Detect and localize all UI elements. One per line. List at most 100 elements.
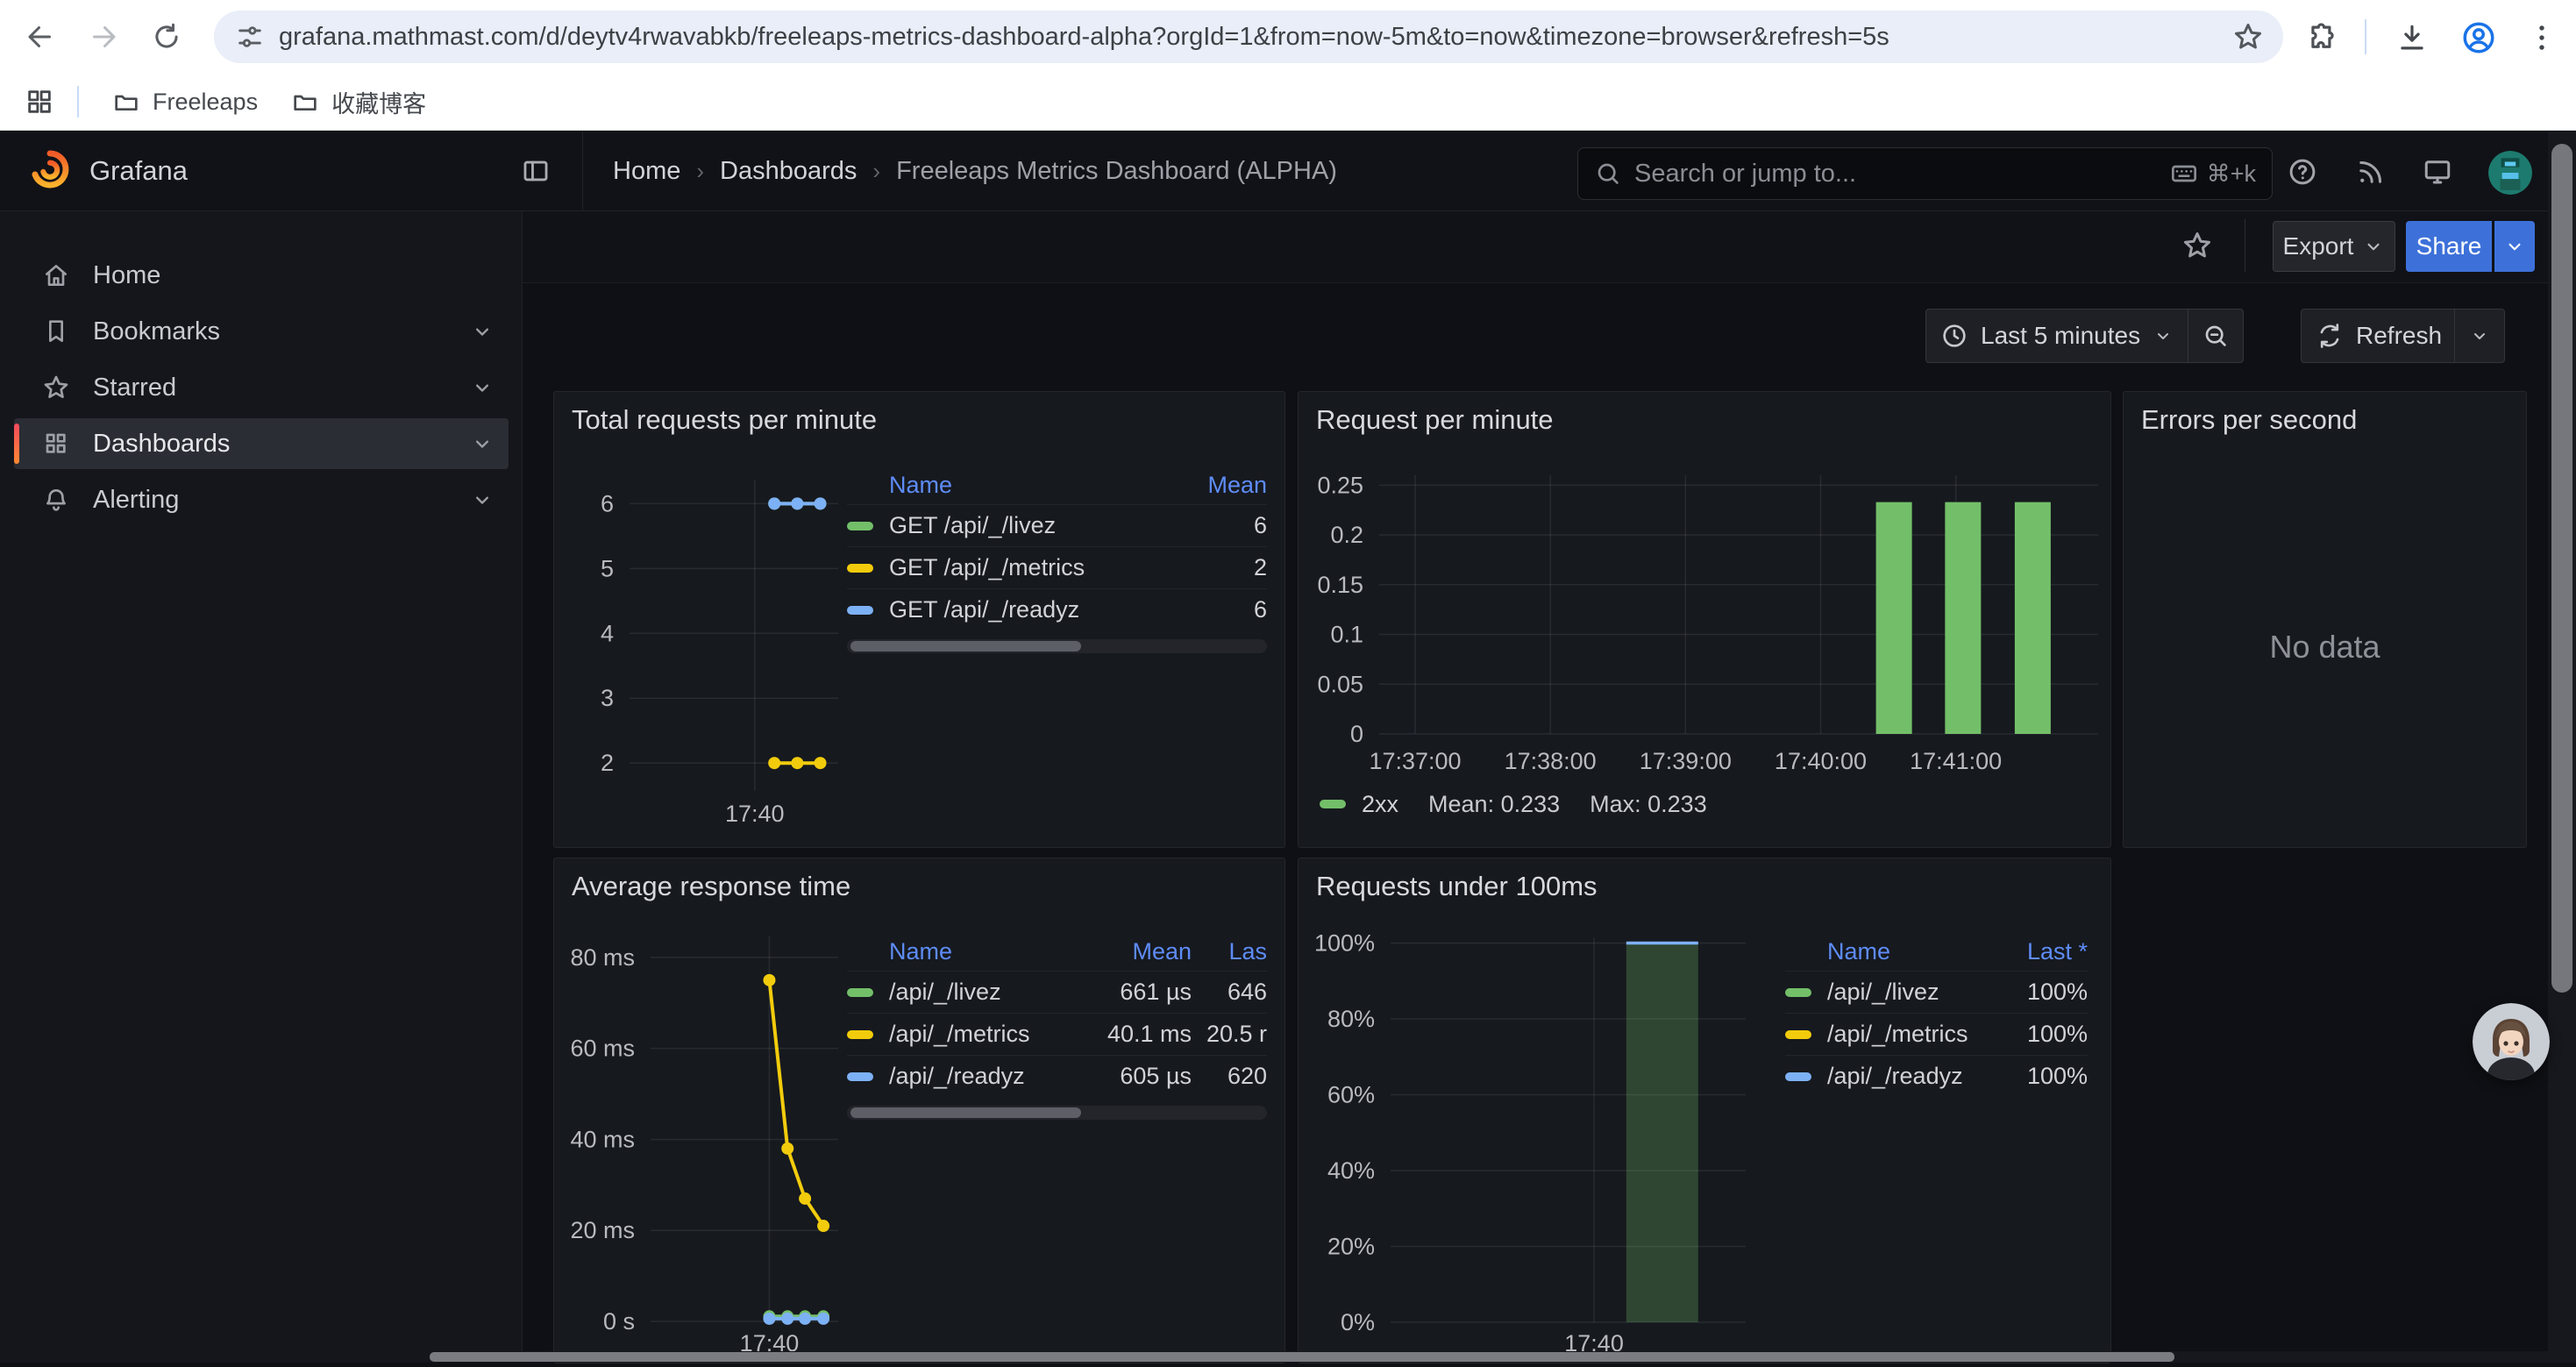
reload-button[interactable] [151, 21, 182, 53]
svg-text:17:41:00: 17:41:00 [1910, 748, 2002, 774]
series-value: 661 µs [1076, 979, 1192, 1006]
series-color-pill [1785, 1030, 1811, 1039]
legend-row[interactable]: /api/_/metrics100% [1785, 1013, 2088, 1055]
rss-icon [2355, 156, 2387, 188]
series-value: 6 [1199, 596, 1267, 623]
svg-text:17:40:00: 17:40:00 [1775, 748, 1867, 774]
series-value: 620 [1192, 1063, 1267, 1090]
breadcrumb-current: Freeleaps Metrics Dashboard (ALPHA) [896, 157, 1337, 186]
site-info-icon [235, 22, 265, 52]
bookmark-page-button[interactable] [2232, 21, 2264, 53]
url-text: grafana.mathmast.com/d/deytv4rwavabkb/fr… [279, 23, 2232, 52]
sidebar-item-bookmarks[interactable]: Bookmarks [14, 306, 509, 357]
legend-column-name[interactable]: Name [889, 472, 1199, 499]
sidebar-item-label: Starred [93, 374, 470, 402]
monitor-icon [2422, 156, 2453, 188]
legend-scrollbar[interactable] [847, 639, 1267, 653]
chevron-down-icon [2362, 235, 2385, 258]
breadcrumb-home[interactable]: Home [613, 157, 680, 186]
downloads-button[interactable] [2395, 21, 2429, 54]
legend-row[interactable]: /api/_/readyz605 µs620 [847, 1055, 1267, 1097]
legend-row[interactable]: /api/_/livez661 µs646 [847, 971, 1267, 1013]
vertical-scrollbar-thumb[interactable] [2551, 144, 2572, 993]
legend-row[interactable]: GET /api/_/readyz6 [847, 588, 1267, 630]
legend-row[interactable]: /api/_/readyz100% [1785, 1055, 2088, 1097]
folder-icon [291, 88, 319, 116]
legend-column-mean[interactable]: Mean [1199, 472, 1267, 499]
bookmark-folder-blogs[interactable]: 收藏博客 [291, 85, 426, 119]
sidebar-item-alerting[interactable]: Alerting [14, 474, 509, 525]
share-button[interactable]: Share [2406, 221, 2492, 272]
panel-errors-per-second[interactable]: Errors per second No data [2123, 391, 2527, 848]
zoom-out-button[interactable] [2188, 322, 2243, 350]
sidebar-item-dashboards[interactable]: Dashboards [14, 418, 509, 469]
legend-row[interactable]: /api/_/livez100% [1785, 971, 2088, 1013]
share-menu-button[interactable] [2494, 221, 2535, 272]
chart-svg: 0.250.20.150.10.05017:37:0017:38:0017:39… [1299, 392, 2110, 847]
search-placeholder: Search or jump to... [1634, 160, 2170, 189]
bookmark-folder-freeleaps[interactable]: Freeleaps [112, 88, 258, 116]
legend-column-last-[interactable]: Last * [1989, 938, 2088, 965]
legend-column-name[interactable]: Name [1827, 938, 1989, 965]
news-button[interactable] [2355, 156, 2387, 188]
panel-average-response-time[interactable]: Average response time 80 ms60 ms40 ms20 … [553, 858, 1285, 1363]
back-button[interactable] [25, 21, 56, 53]
legend-column-name[interactable]: Name [889, 938, 1076, 965]
bookmark-icon [42, 317, 70, 345]
display-button[interactable] [2422, 156, 2453, 188]
legend-scrollbar-thumb[interactable] [850, 641, 1081, 651]
legend-column-mean[interactable]: Mean [1076, 938, 1192, 965]
legend-scrollbar-thumb[interactable] [850, 1107, 1081, 1118]
address-bar[interactable]: grafana.mathmast.com/d/deytv4rwavabkb/fr… [214, 11, 2283, 63]
chevron-down-icon [470, 431, 495, 456]
forward-button[interactable] [88, 21, 119, 53]
legend-row[interactable]: GET /api/_/metrics2 [847, 546, 1267, 588]
favorite-dashboard-button[interactable] [2181, 230, 2213, 261]
series-color-pill [1785, 1072, 1811, 1081]
user-avatar[interactable] [2488, 151, 2532, 195]
refresh-icon [2316, 322, 2344, 350]
series-value: 40.1 ms [1076, 1021, 1192, 1048]
export-button[interactable]: Export [2273, 221, 2395, 272]
legend-average-response-time: NameMeanLas/api/_/livez661 µs646/api/_/m… [847, 932, 1267, 1120]
star-icon [2181, 230, 2213, 261]
legend-row[interactable]: GET /api/_/livez6 [847, 504, 1267, 546]
floating-assistant-avatar[interactable] [2473, 1003, 2550, 1080]
horizontal-scrollbar-thumb[interactable] [430, 1352, 2174, 1362]
svg-text:3: 3 [601, 685, 614, 711]
clock-icon [1940, 322, 1968, 350]
svg-text:0: 0 [1350, 721, 1363, 747]
series-name[interactable]: 2xx [1362, 791, 1398, 818]
help-button[interactable] [2287, 156, 2318, 188]
site-info-button[interactable] [235, 22, 265, 52]
legend-row[interactable]: /api/_/metrics40.1 ms20.5 r [847, 1013, 1267, 1055]
series-value: 100% [1989, 1021, 2088, 1048]
sidebar-item-starred[interactable]: Starred [14, 362, 509, 413]
refresh-button[interactable]: Refresh [2302, 322, 2454, 350]
profile-button[interactable] [2460, 19, 2497, 56]
breadcrumb-separator: › [872, 158, 880, 185]
breadcrumb-dashboards[interactable]: Dashboards [720, 157, 857, 186]
panel-total-requests[interactable]: Total requests per minute 6543217:40 Nam… [553, 391, 1285, 848]
panel-request-per-minute[interactable]: Request per minute 0.250.20.150.10.05017… [1298, 391, 2111, 848]
search-input[interactable]: Search or jump to... ⌘+k [1577, 147, 2273, 200]
browser-menu-button[interactable] [2525, 21, 2558, 54]
series-color-pill [847, 988, 873, 997]
svg-text:17:38:00: 17:38:00 [1505, 748, 1597, 774]
grafana-logo[interactable] [30, 149, 70, 194]
extensions-button[interactable] [2306, 21, 2339, 54]
svg-text:17:37:00: 17:37:00 [1369, 748, 1461, 774]
sidebar-item-home[interactable]: Home [14, 250, 509, 301]
panel-requests-under-100ms[interactable]: Requests under 100ms 100%80%60%40%20%0%1… [1298, 858, 2111, 1363]
time-range-picker[interactable]: Last 5 minutes [1926, 322, 2188, 350]
svg-text:100%: 100% [1314, 929, 1375, 956]
sidebar-toggle-button[interactable] [521, 156, 551, 186]
bell-icon [42, 486, 70, 514]
legend-column-las[interactable]: Las [1192, 938, 1267, 965]
legend-scrollbar[interactable] [847, 1106, 1267, 1120]
apps-shortcut-button[interactable] [25, 87, 54, 117]
series-name: /api/_/livez [1827, 979, 1989, 1006]
legend-header: NameMean [847, 466, 1267, 504]
refresh-interval-button[interactable] [2455, 325, 2504, 346]
legend-total-requests: NameMeanGET /api/_/livez6GET /api/_/metr… [847, 466, 1267, 653]
